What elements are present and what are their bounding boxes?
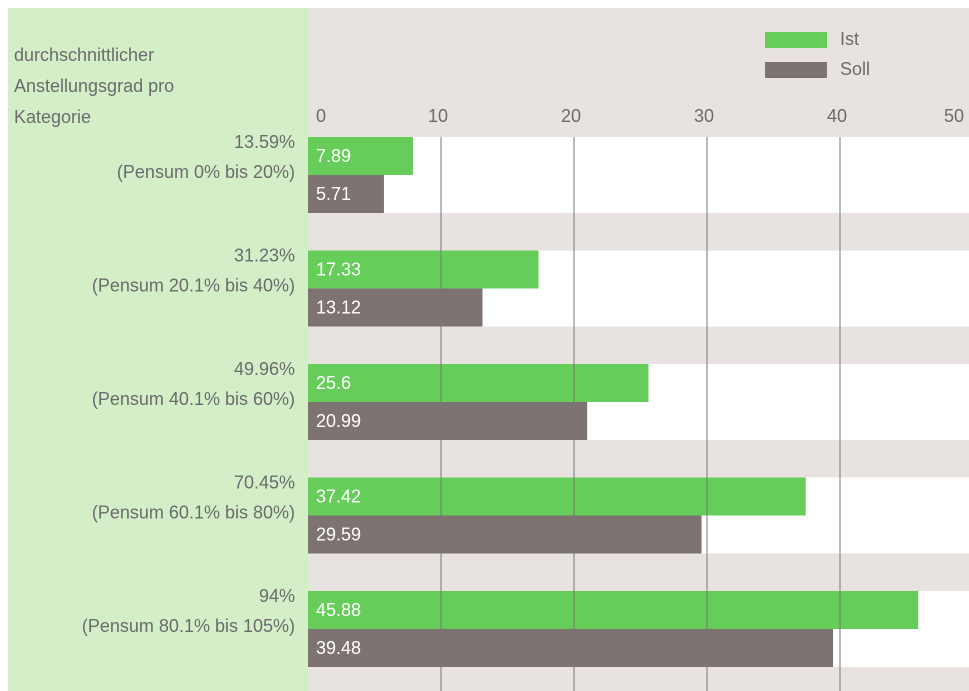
- value-label: 20.99: [316, 411, 361, 431]
- plot-background: [309, 8, 969, 691]
- value-label: 45.88: [316, 600, 361, 620]
- bar: [308, 250, 539, 289]
- category-label: 94%: [259, 586, 295, 606]
- category-label: (Pensum 20.1% bis 40%): [92, 275, 295, 295]
- value-label: 25.6: [316, 373, 351, 393]
- bar: [308, 515, 702, 554]
- legend-label: Soll: [840, 59, 870, 79]
- x-tick-label: 20: [561, 106, 581, 126]
- axis-title: durchschnittlicher: [14, 45, 154, 65]
- x-tick-label: 10: [428, 106, 448, 126]
- value-label: 37.42: [316, 486, 361, 506]
- x-tick-label: 50: [944, 106, 964, 126]
- category-label: 13.59%: [234, 132, 295, 152]
- category-label: (Pensum 40.1% bis 60%): [92, 389, 295, 409]
- x-tick-label: 40: [827, 106, 847, 126]
- bar: [308, 137, 413, 175]
- category-label: (Pensum 0% bis 20%): [117, 162, 295, 182]
- value-label: 29.59: [316, 524, 361, 544]
- category-label: 31.23%: [234, 245, 295, 265]
- category-label: 70.45%: [234, 472, 295, 492]
- bar: [308, 402, 588, 440]
- bar: [308, 175, 384, 213]
- bar: [308, 364, 649, 402]
- label-panel: [8, 8, 309, 691]
- bar: [308, 629, 834, 667]
- x-tick-label: 0: [316, 106, 326, 126]
- axis-title: Kategorie: [14, 107, 91, 127]
- bar: [308, 591, 919, 629]
- value-label: 17.33: [316, 259, 361, 279]
- legend-swatch: [765, 62, 827, 78]
- legend-label: Ist: [840, 29, 859, 49]
- x-tick-label: 30: [694, 106, 714, 126]
- value-label: 5.71: [316, 184, 351, 204]
- legend-swatch: [765, 32, 827, 48]
- bar: [308, 288, 483, 327]
- category-label: 49.96%: [234, 359, 295, 379]
- bar: [308, 477, 806, 516]
- value-label: 7.89: [316, 146, 351, 166]
- category-label: (Pensum 60.1% bis 80%): [92, 502, 295, 522]
- axis-title: Anstellungsgrad pro: [14, 76, 174, 96]
- row-band: [309, 137, 969, 213]
- value-label: 39.48: [316, 638, 361, 658]
- value-label: 13.12: [316, 297, 361, 317]
- category-label: (Pensum 80.1% bis 105%): [82, 616, 295, 636]
